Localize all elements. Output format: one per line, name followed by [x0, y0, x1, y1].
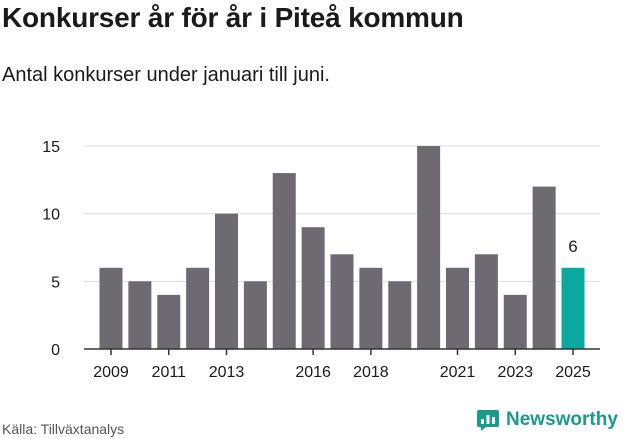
source-note: Källa: Tillväxtanalys — [2, 421, 125, 437]
bar — [446, 267, 469, 349]
bar — [301, 227, 325, 349]
bar — [243, 281, 267, 349]
y-tick-label: 15 — [42, 139, 60, 156]
bar-highlight — [561, 267, 585, 349]
bar — [417, 146, 441, 349]
bar — [388, 281, 412, 349]
bar — [215, 213, 238, 349]
y-tick-label: 10 — [42, 207, 60, 224]
x-tick-label: 2011 — [152, 364, 187, 381]
bar — [272, 173, 296, 349]
bar — [532, 186, 556, 349]
bar — [503, 294, 527, 349]
brand-name: Newsworthy — [506, 409, 618, 430]
y-tick-label: 5 — [51, 274, 60, 291]
brand-logo: Newsworthy — [476, 408, 618, 432]
x-tick-label: 2016 — [295, 364, 331, 381]
chart-title: Konkurser år för år i Piteå kommun — [2, 2, 464, 33]
data-label: 6 — [568, 237, 577, 256]
x-tick-label: 2009 — [93, 364, 129, 381]
bar — [186, 267, 210, 349]
x-tick-label: 2021 — [440, 364, 476, 381]
x-tick-label: 2018 — [353, 364, 389, 381]
x-tick-label: 2023 — [497, 364, 533, 381]
bar — [157, 294, 181, 349]
x-tick-label: 2013 — [209, 364, 245, 381]
chart-subtitle: Antal konkurser under januari till juni. — [2, 64, 330, 86]
y-tick-label: 0 — [51, 342, 60, 359]
bar — [474, 254, 498, 349]
bar — [330, 254, 354, 349]
bar-chart-speech-bubble-icon — [477, 410, 499, 431]
x-tick-label: 2025 — [555, 364, 591, 381]
bar — [99, 267, 123, 349]
bar — [359, 267, 383, 349]
bar — [128, 281, 152, 349]
